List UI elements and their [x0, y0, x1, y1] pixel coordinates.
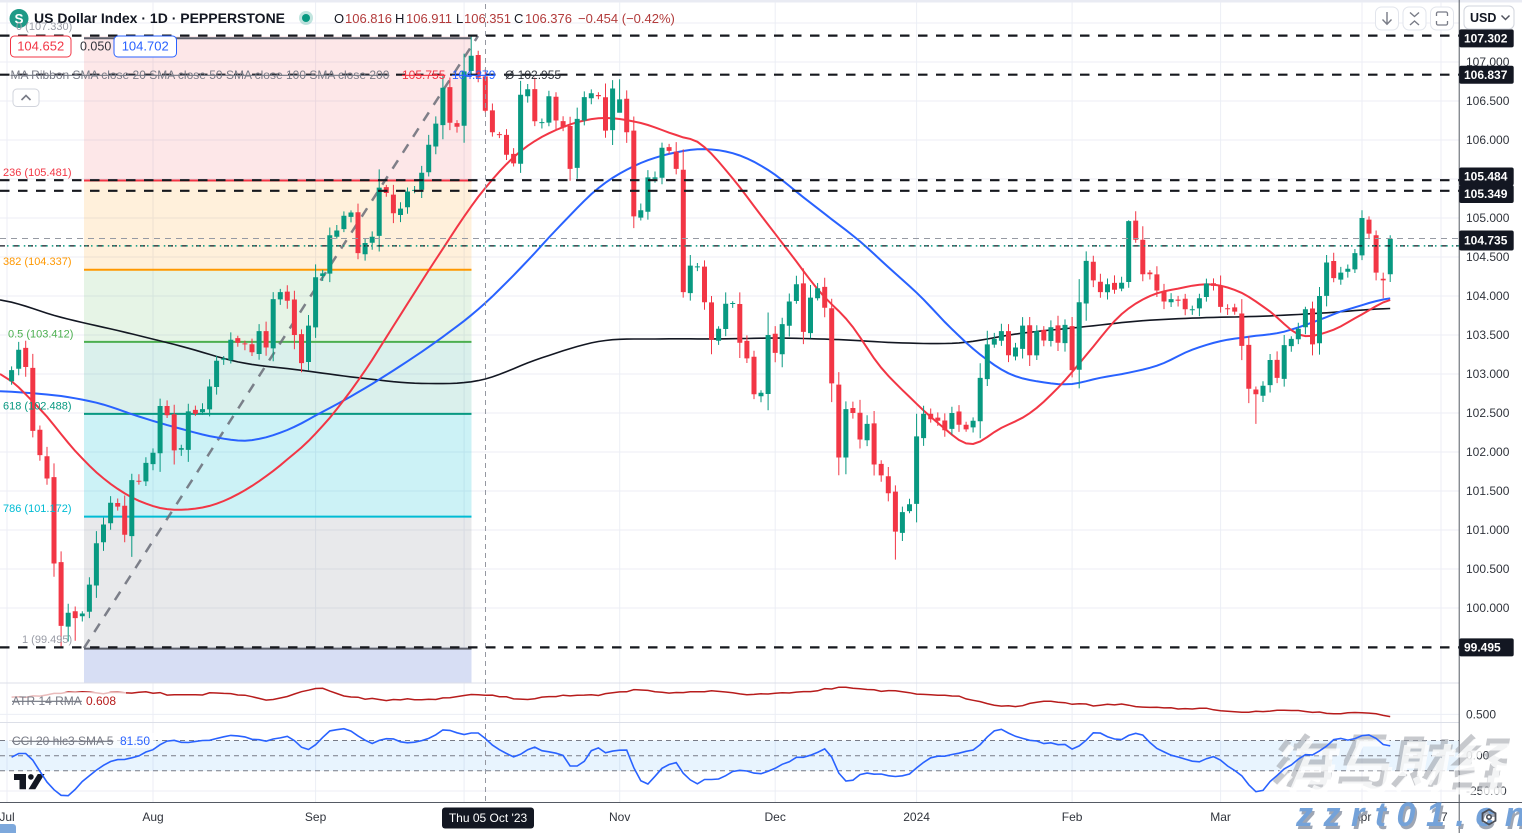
svg-text:Apr: Apr: [1353, 810, 1372, 824]
svg-text:105.755: 105.755: [402, 68, 446, 82]
svg-text:105.484: 105.484: [1464, 170, 1508, 184]
svg-text:zzrt01.cn: zzrt01.cn: [1297, 799, 1522, 833]
svg-text:100.000: 100.000: [1466, 601, 1510, 615]
svg-text:99.495: 99.495: [1464, 641, 1501, 655]
svg-text:O: O: [334, 11, 344, 26]
svg-text:786 (101.172): 786 (101.172): [3, 503, 72, 515]
svg-text:0.608: 0.608: [86, 694, 116, 708]
svg-text:Ø 102.955: Ø 102.955: [505, 68, 561, 82]
svg-text:Mar: Mar: [1210, 810, 1231, 824]
svg-text:Sep: Sep: [305, 810, 327, 824]
svg-text:1 (99.495): 1 (99.495): [22, 634, 72, 646]
svg-text:Aug: Aug: [142, 810, 163, 824]
svg-text:104.735: 104.735: [1464, 234, 1508, 248]
svg-text:L: L: [456, 11, 463, 26]
svg-text:101.500: 101.500: [1466, 484, 1510, 498]
svg-text:103.000: 103.000: [1466, 367, 1510, 381]
svg-text:103.500: 103.500: [1466, 328, 1510, 342]
svg-text:106.911: 106.911: [406, 11, 452, 26]
svg-text:106.837: 106.837: [1464, 68, 1508, 82]
svg-text:0.500: 0.500: [1466, 707, 1496, 721]
svg-text:S: S: [14, 12, 23, 27]
svg-text:USD: USD: [1470, 11, 1496, 25]
svg-text:Feb: Feb: [1062, 810, 1083, 824]
svg-text:0.050: 0.050: [80, 40, 111, 54]
svg-text:C: C: [514, 11, 523, 26]
svg-text:106.351: 106.351: [464, 11, 511, 26]
svg-text:106.376: 106.376: [525, 11, 572, 26]
svg-text:0 (107.330): 0 (107.330): [16, 21, 72, 33]
svg-text:zzrt01.cn: zzrt01.cn: [1295, 796, 1522, 833]
svg-text:236 (105.481): 236 (105.481): [3, 167, 72, 179]
svg-text:Thu 05 Oct '23: Thu 05 Oct '23: [449, 811, 528, 825]
svg-text:17: 17: [1434, 810, 1448, 824]
svg-text:Jul: Jul: [0, 810, 15, 824]
svg-text:104.000: 104.000: [1466, 289, 1510, 303]
svg-text:106.000: 106.000: [1466, 133, 1510, 147]
svg-text:104.652: 104.652: [17, 39, 64, 54]
svg-text:102.000: 102.000: [1466, 445, 1510, 459]
svg-text:106.500: 106.500: [1466, 94, 1510, 108]
svg-text:0.5 (103.412): 0.5 (103.412): [8, 328, 73, 340]
svg-text:107.000: 107.000: [1466, 55, 1510, 69]
svg-text:106.816: 106.816: [345, 11, 392, 26]
svg-text:Dec: Dec: [765, 810, 786, 824]
svg-text:100.500: 100.500: [1466, 562, 1510, 576]
svg-text:618 (102.488): 618 (102.488): [3, 400, 72, 412]
svg-text:104.702: 104.702: [122, 39, 169, 54]
svg-text:−0.454 (−0.42%): −0.454 (−0.42%): [578, 11, 675, 26]
svg-text:105.000: 105.000: [1466, 211, 1510, 225]
svg-text:CCI 20 hlc3 SMA 5: CCI 20 hlc3 SMA 5: [12, 734, 114, 748]
svg-text:MA Ribbon SMA close 20 SMA clo: MA Ribbon SMA close 20 SMA close 50 SMA …: [11, 68, 390, 82]
svg-text:81.50: 81.50: [120, 734, 150, 748]
svg-text:Nov: Nov: [609, 810, 630, 824]
svg-text:382 (104.337): 382 (104.337): [3, 256, 72, 268]
svg-text:107.302: 107.302: [1464, 32, 1508, 46]
svg-text:US Dollar Index · 1D · PEPPERS: US Dollar Index · 1D · PEPPERSTONE: [34, 10, 285, 26]
svg-text:2024: 2024: [903, 810, 930, 824]
svg-text:104.279: 104.279: [452, 68, 496, 82]
svg-text:H: H: [395, 11, 404, 26]
svg-text:101.000: 101.000: [1466, 523, 1510, 537]
svg-text:102.500: 102.500: [1466, 406, 1510, 420]
svg-text:105.349: 105.349: [1464, 187, 1508, 201]
svg-text:104.500: 104.500: [1466, 250, 1510, 264]
svg-text:ATR 14 RMA: ATR 14 RMA: [12, 694, 82, 708]
